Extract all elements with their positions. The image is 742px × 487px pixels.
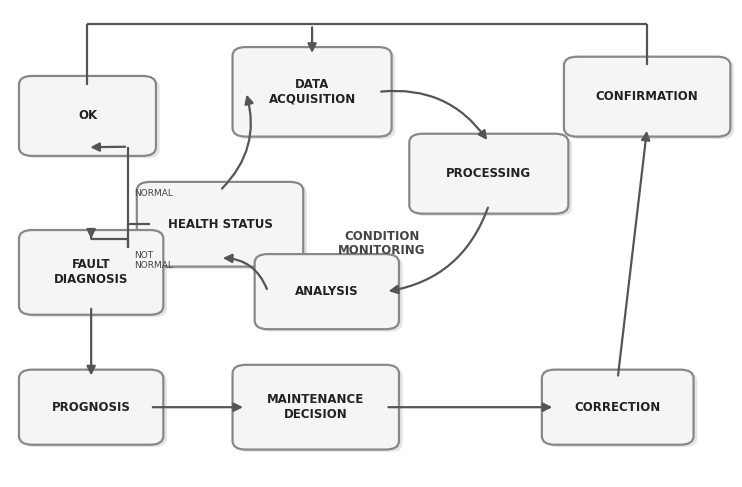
Text: CONFIRMATION: CONFIRMATION xyxy=(596,90,698,103)
Text: HEALTH STATUS: HEALTH STATUS xyxy=(168,218,272,231)
FancyBboxPatch shape xyxy=(236,50,395,139)
FancyBboxPatch shape xyxy=(23,372,167,447)
FancyBboxPatch shape xyxy=(564,56,730,137)
Text: ANALYSIS: ANALYSIS xyxy=(295,285,358,298)
FancyBboxPatch shape xyxy=(19,230,163,315)
FancyBboxPatch shape xyxy=(140,184,307,269)
FancyBboxPatch shape xyxy=(232,47,392,137)
FancyBboxPatch shape xyxy=(232,365,399,450)
FancyBboxPatch shape xyxy=(19,370,163,445)
FancyBboxPatch shape xyxy=(19,76,156,156)
FancyBboxPatch shape xyxy=(410,134,568,214)
Text: NOT
NORMAL: NOT NORMAL xyxy=(134,251,173,270)
FancyBboxPatch shape xyxy=(542,370,694,445)
Text: CONDITION
MONITORING: CONDITION MONITORING xyxy=(338,229,426,258)
FancyBboxPatch shape xyxy=(258,257,403,332)
FancyBboxPatch shape xyxy=(568,59,734,139)
FancyBboxPatch shape xyxy=(137,182,303,266)
Text: NORMAL: NORMAL xyxy=(134,189,173,198)
FancyBboxPatch shape xyxy=(23,78,160,158)
FancyBboxPatch shape xyxy=(236,367,403,452)
Text: MAINTENANCE
DECISION: MAINTENANCE DECISION xyxy=(267,393,364,421)
Text: PROCESSING: PROCESSING xyxy=(446,167,531,180)
FancyBboxPatch shape xyxy=(545,372,697,447)
Text: PROGNOSIS: PROGNOSIS xyxy=(52,401,131,413)
FancyBboxPatch shape xyxy=(255,254,399,329)
FancyBboxPatch shape xyxy=(23,232,167,317)
Text: DATA
ACQUISITION: DATA ACQUISITION xyxy=(269,78,355,106)
FancyBboxPatch shape xyxy=(413,136,572,216)
Text: OK: OK xyxy=(78,110,97,122)
Text: CORRECTION: CORRECTION xyxy=(574,401,661,413)
Text: FAULT
DIAGNOSIS: FAULT DIAGNOSIS xyxy=(54,259,128,286)
